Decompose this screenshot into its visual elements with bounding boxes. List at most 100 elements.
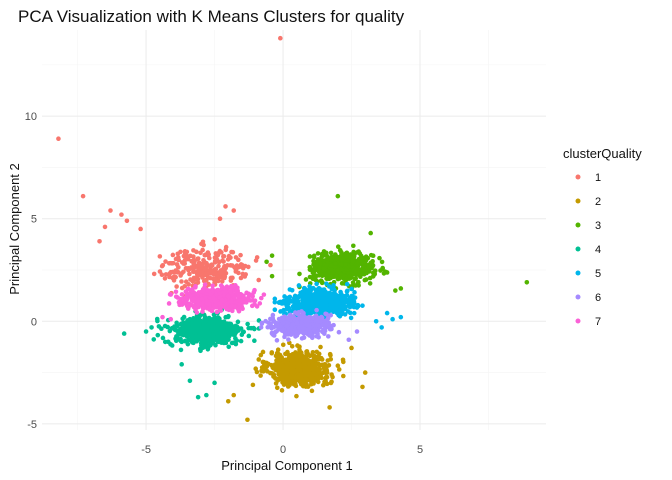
data-point <box>215 315 221 320</box>
y-tick-label: -5 <box>27 419 37 431</box>
data-point <box>276 366 282 371</box>
data-point <box>149 325 154 330</box>
data-point <box>351 310 357 316</box>
data-point <box>310 362 316 367</box>
data-point <box>170 269 176 275</box>
data-point <box>318 261 323 266</box>
data-point <box>324 321 329 327</box>
data-point <box>143 329 149 334</box>
data-point <box>275 356 281 361</box>
data-point <box>324 298 329 304</box>
data-point <box>316 375 321 381</box>
data-point <box>312 356 318 362</box>
data-point <box>241 293 246 299</box>
data-point <box>312 366 317 371</box>
data-point <box>195 291 200 297</box>
data-point <box>366 269 372 274</box>
data-point <box>333 297 339 302</box>
data-point <box>211 332 216 338</box>
data-point <box>311 253 317 259</box>
data-point <box>361 268 366 273</box>
data-point <box>398 314 404 320</box>
data-point <box>188 277 193 282</box>
data-point <box>281 382 287 387</box>
data-point <box>239 262 245 268</box>
data-point <box>398 286 404 291</box>
data-point <box>173 294 179 299</box>
data-point <box>204 392 209 398</box>
data-point <box>328 305 333 311</box>
data-point <box>344 289 350 294</box>
data-point <box>159 326 164 331</box>
data-point <box>308 267 314 272</box>
data-point <box>229 329 235 335</box>
data-point <box>226 344 232 350</box>
data-point <box>163 272 169 277</box>
data-point <box>193 283 198 289</box>
data-point <box>313 371 319 377</box>
data-point <box>315 367 321 373</box>
data-point <box>351 243 356 249</box>
data-point <box>173 289 179 295</box>
data-point <box>170 275 175 281</box>
data-point <box>201 322 207 328</box>
legend-key-3 <box>575 222 581 228</box>
data-point <box>175 251 181 257</box>
data-point <box>174 320 179 326</box>
data-point <box>352 276 358 282</box>
data-point <box>337 303 342 309</box>
y-axis-title: Principal Component 2 <box>7 163 22 295</box>
data-point <box>213 251 219 256</box>
data-point <box>233 269 239 274</box>
data-point <box>191 325 197 331</box>
data-point <box>195 272 201 277</box>
data-point <box>246 325 251 331</box>
data-point <box>264 259 269 265</box>
data-point <box>336 329 342 335</box>
data-point <box>294 320 300 326</box>
data-point <box>344 281 350 287</box>
data-point <box>169 326 175 331</box>
data-point <box>216 263 221 269</box>
data-point <box>187 378 193 384</box>
data-point <box>354 329 360 334</box>
data-point <box>167 292 173 297</box>
data-point <box>80 193 86 199</box>
data-point <box>233 335 238 341</box>
data-point <box>180 316 185 322</box>
data-point <box>228 284 234 290</box>
data-point <box>212 315 217 321</box>
data-point <box>326 334 331 339</box>
data-point <box>191 296 197 301</box>
data-point <box>193 305 198 310</box>
data-point <box>370 253 376 259</box>
data-point <box>318 319 323 324</box>
data-point <box>219 250 224 255</box>
data-point <box>379 325 384 330</box>
data-point <box>275 323 280 329</box>
data-point <box>274 338 280 343</box>
data-point <box>225 398 231 404</box>
data-point <box>289 358 295 364</box>
data-point <box>324 281 329 286</box>
data-point <box>270 312 276 318</box>
data-point <box>311 269 317 275</box>
data-point <box>294 311 300 317</box>
data-point <box>299 315 305 321</box>
data-point <box>219 297 225 303</box>
data-point <box>206 305 212 311</box>
data-point <box>273 376 278 381</box>
data-point <box>160 335 166 341</box>
data-point <box>311 266 317 271</box>
data-point <box>155 318 160 324</box>
data-point <box>222 332 228 338</box>
data-point <box>207 255 212 261</box>
data-point <box>310 349 316 355</box>
data-point <box>333 252 338 257</box>
data-point <box>269 350 275 356</box>
data-point <box>320 329 325 335</box>
data-point <box>258 325 264 330</box>
data-point <box>179 279 184 284</box>
x-tick-label: 0 <box>280 444 286 456</box>
